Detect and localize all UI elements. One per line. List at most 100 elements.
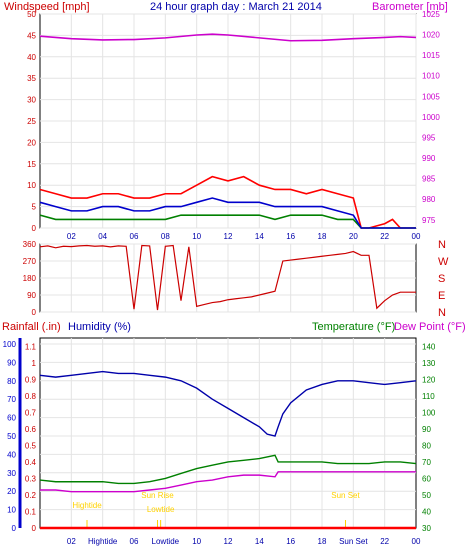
chart-title: 24 hour graph day : March 21 2014 — [150, 1, 322, 13]
temperature-axis-label: Temperature (°F) — [312, 321, 395, 333]
humidity-tick-label: 70 — [7, 395, 16, 404]
baro-tick-label: 980 — [422, 195, 436, 204]
temp-tick-label: 90 — [422, 425, 431, 434]
temp-tick-label: 100 — [422, 408, 436, 417]
rain-tick-label: 0.5 — [25, 441, 37, 450]
temp-time-tick: 06 — [130, 537, 139, 546]
series-average — [39, 197, 416, 229]
rain-tick-label: 0.7 — [25, 408, 37, 417]
temp-tick-label: 40 — [422, 507, 431, 516]
temp-tick-label: 140 — [422, 342, 436, 351]
windspeed-axis-label: Windspeed [mph] — [4, 1, 90, 13]
wind-time-tick: 14 — [255, 232, 264, 241]
baro-tick-label: 1015 — [422, 51, 440, 60]
rain-tick-label: 0.8 — [25, 392, 37, 401]
temp-tick-label: 80 — [422, 441, 431, 450]
temp-time-tick: 12 — [224, 537, 233, 546]
humidity-tick-label: 10 — [7, 506, 16, 515]
temp-time-tick: Sun Set — [339, 537, 368, 546]
humidity-tick-label: 100 — [3, 340, 17, 349]
temp-time-tick: 10 — [192, 537, 201, 546]
temp-tick-label: 70 — [422, 458, 431, 467]
event-label: Sun Rise — [141, 491, 174, 500]
temp-time-tick: 18 — [318, 537, 327, 546]
baro-tick-label: 1000 — [422, 113, 440, 122]
wind-time-tick: 00 — [412, 232, 421, 241]
baro-tick-label: 1010 — [422, 72, 440, 81]
wind-tick-label: 0 — [32, 224, 37, 233]
rain-tick-label: 0.2 — [25, 491, 37, 500]
direction-tick-label: 180 — [23, 274, 37, 283]
compass-label: N — [438, 307, 446, 319]
rain-tick-label: 1 — [32, 359, 37, 368]
wind-time-tick: 16 — [286, 232, 295, 241]
direction-tick-label: 90 — [27, 291, 36, 300]
humidity-tick-label: 0 — [12, 524, 17, 533]
rain-tick-label: 0.4 — [25, 458, 37, 467]
temp-tick-label: 130 — [422, 359, 436, 368]
compass-label: E — [438, 290, 445, 302]
humidity-tick-label: 80 — [7, 377, 16, 386]
humidity-tick-label: 50 — [7, 432, 16, 441]
wind-tick-label: 25 — [27, 117, 36, 126]
temp-time-tick: 22 — [380, 537, 389, 546]
baro-tick-label: 1005 — [422, 92, 440, 101]
baro-tick-label: 1025 — [422, 10, 440, 19]
wind-tick-label: 20 — [27, 138, 36, 147]
wind-time-tick: 22 — [380, 232, 389, 241]
wind-tick-label: 30 — [27, 96, 36, 105]
wind-tick-label: 10 — [27, 181, 36, 190]
rain-tick-label: 0 — [32, 524, 37, 533]
rain-tick-label: 0.3 — [25, 474, 37, 483]
temp-tick-label: 110 — [422, 392, 435, 401]
temp-tick-label: 50 — [422, 491, 431, 500]
temp-tick-label: 30 — [422, 524, 431, 533]
rainfall-axis-label: Rainfall (.in) — [2, 321, 61, 333]
wind-time-tick: 20 — [349, 232, 358, 241]
baro-tick-label: 975 — [422, 216, 436, 225]
series-temperature-f- — [39, 454, 417, 485]
wind-tick-label: 35 — [27, 74, 36, 83]
humidity-tick-label: 30 — [7, 469, 16, 478]
wind-time-tick: 06 — [130, 232, 139, 241]
wind-tick-label: 45 — [27, 31, 36, 40]
humidity-axis-label: Humidity (%) — [68, 321, 131, 333]
temp-tick-label: 120 — [422, 375, 436, 384]
rain-tick-label: 1.1 — [25, 342, 37, 351]
series-dew-point-f- — [40, 471, 416, 493]
wind-time-tick: 18 — [318, 232, 327, 241]
humidity-tick-label: 40 — [7, 450, 16, 459]
barometer-axis-label: Barometer [mb] — [372, 1, 448, 13]
wind-time-tick: 10 — [192, 232, 201, 241]
event-label: Hightide — [72, 501, 102, 510]
baro-tick-label: 985 — [422, 175, 436, 184]
humidity-tick-label: 20 — [7, 487, 16, 496]
series-wind-direction — [39, 244, 416, 311]
series-barometer-mb- — [39, 33, 417, 42]
wind-time-tick: 04 — [98, 232, 107, 241]
temp-time-tick: 16 — [286, 537, 295, 546]
rain-tick-label: 0.1 — [25, 507, 37, 516]
wind-tick-label: 15 — [27, 160, 36, 169]
direction-tick-label: 270 — [23, 257, 37, 266]
series-humidity- — [39, 370, 417, 437]
wind-time-tick: 02 — [67, 232, 76, 241]
event-label: Lowtide — [147, 505, 175, 514]
temp-time-tick: 00 — [412, 537, 421, 546]
direction-tick-label: 360 — [23, 240, 37, 249]
compass-label: W — [438, 256, 449, 268]
temp-time-tick: Lowtide — [152, 537, 180, 546]
humidity-tick-label: 60 — [7, 414, 16, 423]
compass-label: N — [438, 239, 446, 251]
temp-time-tick: 14 — [255, 537, 264, 546]
compass-label: S — [438, 273, 445, 285]
baro-tick-label: 990 — [422, 154, 436, 163]
temp-time-tick: 02 — [67, 537, 76, 546]
wind-tick-label: 50 — [27, 10, 36, 19]
baro-tick-label: 1020 — [422, 31, 440, 40]
wind-time-tick: 08 — [161, 232, 170, 241]
dewpoint-axis-label: Dew Point (°F) — [394, 321, 466, 333]
humidity-tick-label: 90 — [7, 358, 16, 367]
